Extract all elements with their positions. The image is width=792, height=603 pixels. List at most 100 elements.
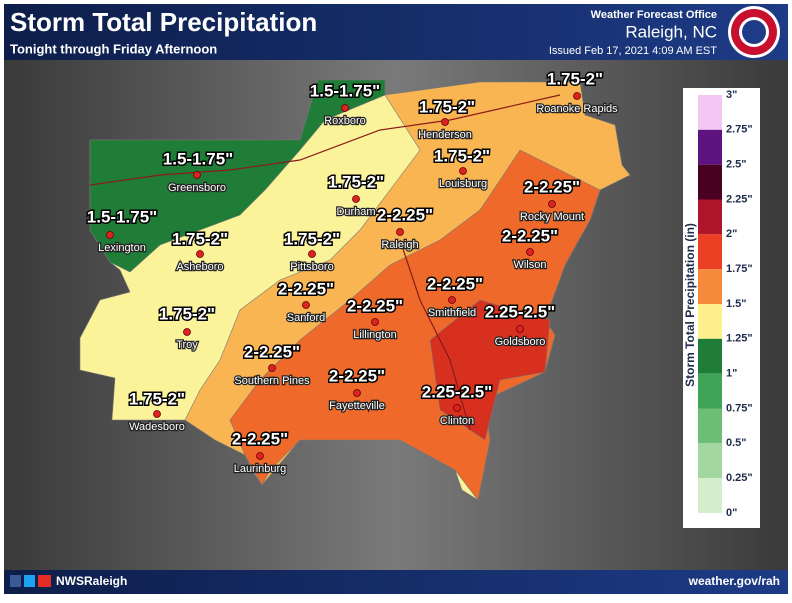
city-name: Pittsboro (290, 261, 333, 273)
city-dot (459, 167, 467, 175)
range-label: 1.75-2" (434, 146, 490, 165)
city-name: Goldsboro (495, 336, 546, 348)
legend-label: 1.75" (726, 263, 753, 275)
city-dot (106, 231, 114, 239)
legend-swatch (698, 164, 722, 200)
title: Storm Total Precipitation (10, 7, 317, 37)
city-dot (341, 104, 349, 112)
city-name: Henderson (418, 129, 472, 141)
legend-label: 0" (726, 507, 737, 519)
legend-swatch (698, 269, 722, 304)
legend-label: 1" (726, 368, 737, 380)
legend-label: 0.5" (726, 437, 747, 449)
city-dot (268, 364, 276, 372)
legend-swatch (698, 443, 722, 479)
city-name: Southern Pines (234, 375, 310, 387)
social-icons (10, 575, 51, 587)
range-label: 1.75-2" (129, 389, 185, 408)
issued: Issued Feb 17, 2021 4:09 AM EST (549, 45, 717, 57)
city-name: Wadesboro (129, 421, 185, 433)
header-bar (4, 4, 788, 60)
legend-swatch (698, 199, 722, 235)
range-label: 1.75-2" (284, 229, 340, 248)
cities: Roxboro Roanoke Rapids Henderson Greensboro… (97, 92, 619, 476)
city-name: Greensboro (168, 182, 226, 194)
city-name: Lexington (98, 242, 146, 254)
range-label: 2-2.25" (427, 274, 483, 293)
legend-swatch (698, 304, 722, 339)
range-label: 2-2.25" (329, 366, 385, 385)
range-label: 1.75-2" (547, 69, 603, 88)
city-dot (396, 228, 404, 236)
city-dot (196, 250, 204, 258)
range-label: 2.25-2.5" (485, 302, 555, 321)
city-dot (453, 404, 461, 412)
subtitle: Tonight through Friday Afternoon (10, 41, 217, 56)
legend-label: 2.5" (726, 159, 747, 171)
range-label: 1.75-2" (159, 304, 215, 323)
legend-label: 2" (726, 228, 737, 240)
website: weather.gov/rah (688, 574, 780, 588)
city-name: Rocky Mount (520, 211, 584, 223)
legend-swatch (698, 408, 722, 444)
city-dot (448, 296, 456, 304)
legend-swatch (698, 95, 722, 130)
range-label: 2-2.25" (347, 296, 403, 315)
city-name: Lillington (353, 329, 396, 341)
office: Weather Forecast Office (591, 9, 717, 21)
city-dot (352, 195, 360, 203)
city-name: Roxboro (324, 115, 366, 127)
range-label: 1.5-1.75" (87, 207, 157, 226)
city-dot (548, 200, 556, 208)
city-dot (353, 389, 361, 397)
city-name: Fayetteville (329, 400, 385, 412)
range-label: 2-2.25" (278, 279, 334, 298)
map (79, 79, 631, 501)
city-dot (153, 410, 161, 418)
range-label: 2-2.25" (377, 205, 433, 224)
range-label: 1.75-2" (328, 172, 384, 191)
legend-swatch (698, 129, 722, 165)
city-name: Asheboro (176, 261, 223, 273)
legend-label: 1.5" (726, 298, 747, 310)
legend-label: 2.25" (726, 193, 753, 205)
city-dot (441, 118, 449, 126)
city-dot (371, 318, 379, 326)
legend-label: 0.25" (726, 472, 753, 484)
range-label: 2-2.25" (232, 429, 288, 448)
city-dot (308, 250, 316, 258)
city-dot (526, 248, 534, 256)
range-label: 2-2.25" (524, 177, 580, 196)
city-name: Durham (336, 206, 375, 218)
city-dot (573, 92, 581, 100)
legend-label: 1.25" (726, 333, 753, 345)
city-name: Troy (176, 339, 198, 351)
nws-logo (728, 6, 780, 58)
city-name: Sanford (287, 312, 326, 324)
city-dot (193, 171, 201, 179)
range-label: 1.5-1.75" (163, 149, 233, 168)
legend-swatch (698, 338, 722, 374)
city-dot (516, 325, 524, 333)
range-label: 1.75-2" (419, 97, 475, 116)
footer-bar (4, 570, 788, 594)
legend-label: 0.75" (726, 402, 753, 414)
social-handle: NWSRaleigh (56, 574, 127, 588)
range-label: 1.5-1.75" (310, 81, 380, 100)
legend-label: 3" (726, 89, 737, 101)
city-name: Smithfield (428, 307, 476, 319)
legend-swatch (698, 478, 722, 513)
location: Raleigh, NC (625, 22, 717, 41)
range-label: 1.75-2" (172, 229, 228, 248)
city-name: Laurinburg (234, 463, 287, 475)
range-label: 2-2.25" (502, 226, 558, 245)
city-dot (256, 452, 264, 460)
legend-title: Storm Total Precipitation (in) (683, 223, 697, 387)
legend-label: 2.75" (726, 124, 753, 136)
city-name: Raleigh (381, 239, 418, 251)
city-dot (183, 328, 191, 336)
city-name: Wilson (513, 259, 546, 271)
legend: 3" 2.75" 2.5" 2.25" 2" 1.75" 1.5" 1.25" 1" 0.75" 0… (698, 89, 753, 519)
city-dot (302, 301, 310, 309)
